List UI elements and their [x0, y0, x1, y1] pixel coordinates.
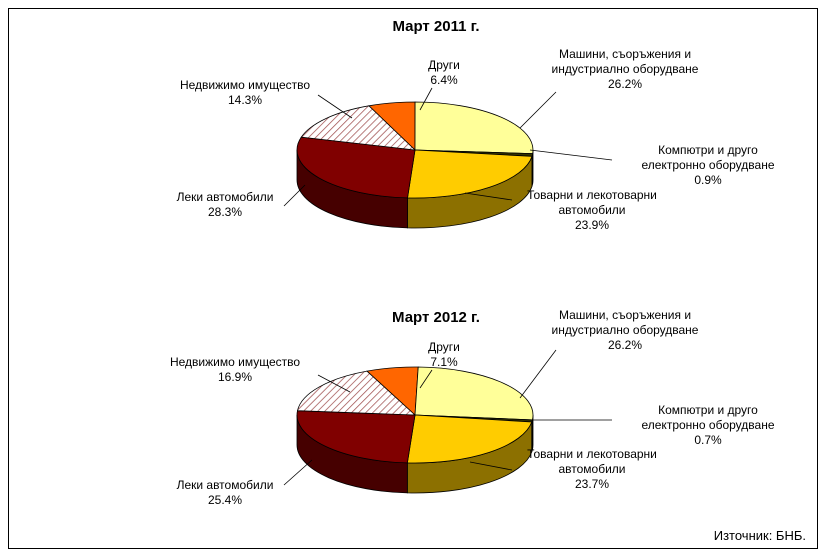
frame	[8, 8, 818, 549]
value-label: 7.1%	[430, 355, 458, 369]
source: Източник: БНБ.	[713, 528, 806, 543]
slice-label: Товарни и лекотоварни автомобили 23.7%	[517, 447, 667, 492]
value-label: 28.3%	[207, 205, 243, 219]
slice-label: Леки автомобили 28.3%	[150, 190, 300, 220]
category-label: Машини, съоръжения и индустриално оборуд…	[551, 47, 699, 76]
slice-label: Товарни и лекотоварни автомобили 23.9%	[517, 188, 667, 233]
value-label: 0.9%	[694, 173, 722, 187]
category-label: Компютри и друго електронно оборудване	[641, 143, 775, 172]
leader-line	[283, 184, 306, 207]
value-label: 16.9%	[217, 370, 253, 384]
slice-label: Компютри и друго електронно оборудване 0.…	[633, 143, 783, 188]
chart-title: Март 2011 г.	[392, 18, 480, 35]
slice-label: Машини, съоръжения и индустриално оборуд…	[550, 308, 700, 353]
category-label: Товарни и лекотоварни автомобили	[527, 447, 657, 476]
slice-label: Компютри и друго електронно оборудване 0.…	[633, 403, 783, 448]
pie-slice	[296, 370, 417, 416]
value-label: 25.4%	[207, 493, 243, 507]
value-label: 23.7%	[574, 477, 610, 491]
value-label: 23.9%	[574, 218, 610, 232]
pie-slice	[296, 410, 416, 464]
slice-label: Машини, съоръжения и индустриално оборуд…	[550, 47, 700, 92]
pie-slice	[414, 366, 534, 421]
leader-line	[317, 94, 353, 119]
leader-line	[469, 461, 513, 471]
category-label: Недвижимо имущество	[179, 78, 311, 92]
pie-slice	[414, 101, 534, 155]
pie-slice	[296, 136, 416, 199]
leader-line	[519, 349, 557, 399]
leader-line	[419, 87, 433, 111]
leader-line	[519, 91, 557, 129]
leader-line	[464, 192, 513, 201]
category-label: Други	[428, 340, 460, 354]
value-label: 26.2%	[607, 338, 643, 352]
pie-slice	[300, 105, 417, 151]
value-label: 26.2%	[607, 77, 643, 91]
category-label: Компютри и друго електронно оборудване	[641, 403, 775, 432]
category-label: Леки автомобили	[176, 478, 274, 492]
value-label: 0.7%	[694, 433, 722, 447]
slice-label: Недвижимо имущество 16.9%	[150, 355, 320, 385]
pie-slice	[407, 149, 533, 199]
leader-line	[317, 374, 351, 393]
category-label: Машини, съоръжения и индустриално оборуд…	[551, 308, 699, 337]
category-label: Товарни и лекотоварни автомобили	[527, 188, 657, 217]
category-label: Леки автомобили	[176, 190, 274, 204]
leader-line	[419, 369, 433, 389]
slice-label: Недвижимо имущество 14.3%	[160, 78, 330, 108]
slice-label: Леки автомобили 25.4%	[150, 478, 300, 508]
slice-label: Други 6.4%	[399, 58, 489, 88]
category-label: Други	[428, 58, 460, 72]
chart-title: Март 2012 г.	[392, 309, 480, 326]
value-label: 14.3%	[227, 93, 263, 107]
slice-label: Други 7.1%	[399, 340, 489, 370]
category-label: Недвижимо имущество	[169, 355, 301, 369]
leader-line	[529, 149, 613, 161]
pie-slice	[406, 414, 533, 464]
leader-line	[283, 459, 313, 486]
value-label: 6.4%	[430, 73, 458, 87]
